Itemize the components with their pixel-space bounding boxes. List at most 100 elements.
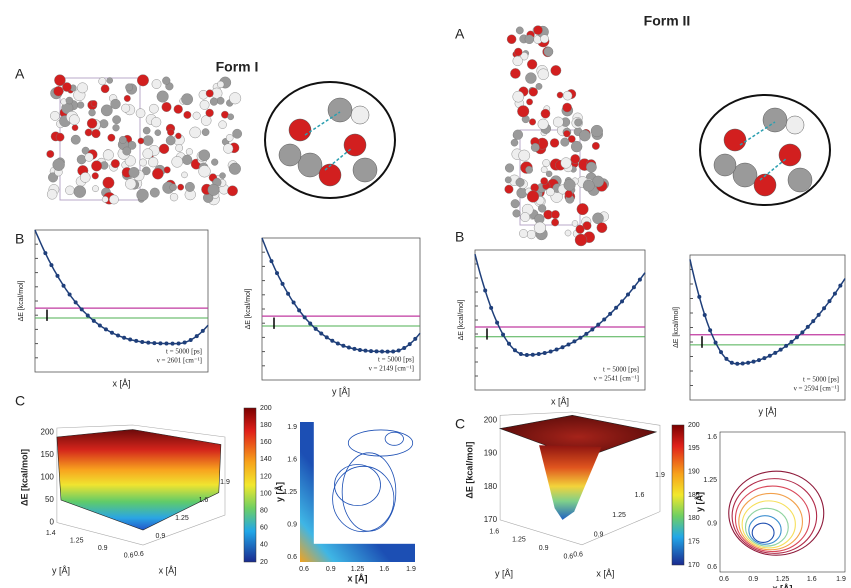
atom [533, 26, 542, 35]
atom [65, 186, 74, 195]
y-tick-label: 1.6 [489, 528, 499, 535]
curve-point [703, 313, 707, 317]
atom [531, 143, 539, 151]
atom [541, 109, 550, 118]
curve-point [201, 329, 205, 333]
form-title: Form I [216, 59, 259, 75]
y-tick-label: 1.25 [70, 537, 84, 544]
x-tick-label: 0.6 [719, 576, 729, 583]
colorbar-tick-label: 100 [260, 490, 272, 497]
figure: Form IABCΔE [kcal/mol]x [Å]t = 5000 [ps]… [0, 0, 851, 588]
atom [211, 159, 218, 166]
axis-label: ΔE [kcal/mol] [464, 442, 474, 499]
curve-point [152, 341, 156, 345]
atom [561, 158, 572, 169]
atom [319, 164, 341, 186]
atom [66, 97, 73, 104]
atom [77, 83, 87, 93]
x-tick-label: 0.6 [573, 552, 583, 559]
atom [172, 156, 183, 167]
atom [541, 177, 548, 184]
atom [505, 177, 511, 183]
atom [71, 135, 80, 144]
atom [536, 83, 542, 89]
atom [219, 121, 227, 129]
surface [57, 430, 221, 531]
axis-label: ΔE [kcal/mol] [458, 300, 465, 341]
atom [353, 158, 377, 182]
atom [111, 159, 120, 168]
curve-point [822, 306, 826, 310]
curve-point [513, 348, 517, 352]
colorbar [244, 408, 256, 562]
colorbar-tick-label: 195 [688, 445, 700, 452]
atom [112, 115, 120, 123]
atom [565, 230, 571, 236]
curve-point [790, 340, 794, 344]
curve-point [189, 338, 193, 342]
x-tick-label: 1.9 [655, 472, 665, 479]
atom [92, 173, 99, 180]
atom [546, 188, 554, 196]
x-tick-label: 1.25 [612, 512, 626, 519]
atom [80, 172, 90, 182]
axis-label: y [Å] [52, 565, 70, 575]
y-tick-label: 0.6 [287, 554, 297, 561]
atom [155, 130, 161, 136]
contour-plateau [314, 422, 415, 544]
atom [551, 210, 559, 218]
atom [543, 159, 550, 166]
atom [47, 150, 54, 157]
curve-point [286, 292, 290, 296]
atom [229, 93, 241, 105]
curve-point [303, 315, 307, 319]
atom [62, 82, 71, 91]
atom [101, 105, 112, 116]
curve-point [795, 335, 799, 339]
atom [517, 188, 527, 198]
atom [217, 97, 224, 104]
atom [113, 124, 120, 131]
legend-frequency: ν = 2149 [cm⁻¹] [369, 365, 414, 373]
colorbar-tick-label: 160 [260, 439, 272, 446]
atom [525, 73, 536, 84]
curve-point [501, 333, 505, 337]
z-tick-label: 100 [41, 473, 55, 482]
curve-point [800, 330, 804, 334]
atom [563, 103, 572, 112]
curve-point [325, 335, 329, 339]
atom [162, 77, 170, 85]
curve-point [828, 299, 832, 303]
atom [217, 81, 224, 88]
atom [564, 179, 576, 191]
atom [102, 196, 108, 202]
colorbar-tick-label: 140 [260, 456, 272, 463]
atom [519, 229, 527, 237]
curve-point [158, 341, 162, 345]
axis-label: ΔE [kcal/mol] [673, 307, 680, 348]
axis-label: x [Å] [551, 396, 569, 406]
atom [99, 78, 106, 85]
y-tick-label: 0.6 [124, 552, 134, 559]
atom [520, 212, 529, 221]
atom [232, 129, 241, 138]
atom [101, 85, 109, 93]
curve-point [140, 340, 144, 344]
atom [513, 91, 524, 102]
atom [200, 100, 209, 109]
atom [519, 150, 530, 161]
atom [199, 150, 210, 161]
atom [531, 184, 539, 192]
curve-point [697, 295, 701, 299]
atom [527, 191, 539, 203]
energy-curve [262, 238, 420, 352]
curve-point [402, 346, 406, 350]
atom [572, 220, 578, 226]
atom [47, 189, 57, 199]
axis-label: ΔE [kcal/mol] [19, 449, 29, 506]
curve-point [531, 353, 535, 357]
curve-point [297, 308, 301, 312]
atom [175, 133, 181, 139]
curve-point [806, 325, 810, 329]
atom [143, 136, 153, 146]
